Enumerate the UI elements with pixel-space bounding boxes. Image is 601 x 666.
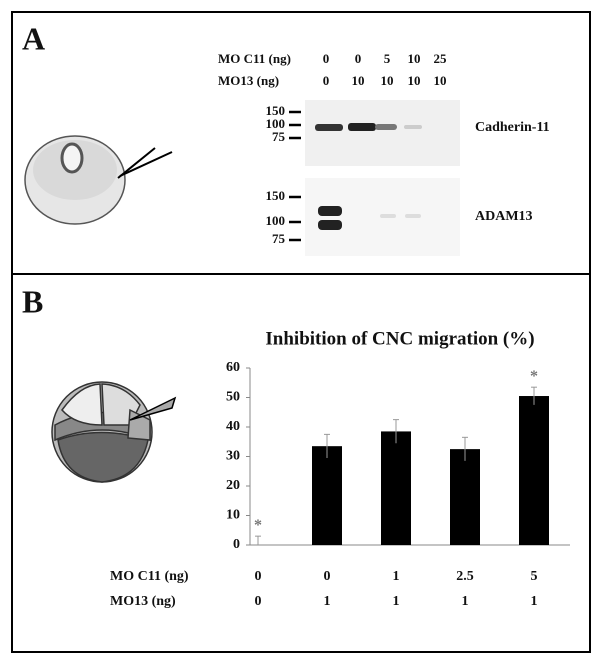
x-tick-label: 1 <box>462 594 469 609</box>
size-marker: 75 <box>272 231 286 246</box>
row-label: MO13 (ng) <box>110 594 176 609</box>
lane-value: 0 <box>355 51 362 66</box>
bar <box>312 446 342 545</box>
y-tick-label: 0 <box>233 537 240 552</box>
lane-value: 10 <box>381 73 394 88</box>
lane-value: 0 <box>323 73 330 88</box>
panel-label: A <box>22 20 45 56</box>
significance-marker: * <box>530 368 538 385</box>
lane-value: 25 <box>434 51 448 66</box>
bar <box>519 396 549 545</box>
bar <box>381 431 411 545</box>
condition-label: MO13 (ng) <box>218 73 279 88</box>
significance-marker: * <box>254 517 262 534</box>
lane-value: 10 <box>434 73 447 88</box>
figure-border <box>11 11 591 653</box>
y-tick-label: 50 <box>226 390 240 405</box>
lane-value: 10 <box>408 73 421 88</box>
lane-value: 0 <box>323 51 330 66</box>
x-tick-label: 0 <box>255 594 262 609</box>
bar <box>450 449 480 545</box>
x-tick-label: 2.5 <box>456 569 474 584</box>
condition-label: MO C11 (ng) <box>218 51 291 66</box>
panel-label: B <box>22 283 43 319</box>
lane-value: 10 <box>408 51 421 66</box>
embryo-drawing <box>51 381 177 483</box>
size-marker: 100 <box>266 213 286 228</box>
size-marker: 100 <box>266 116 286 131</box>
x-tick-label: 1 <box>393 594 400 609</box>
lane-value: 10 <box>352 73 365 88</box>
x-tick-label: 1 <box>531 594 538 609</box>
x-tick-label: 0 <box>255 569 262 584</box>
embryo-drawing <box>24 135 173 225</box>
x-tick-label: 0 <box>324 569 331 584</box>
chart-title: Inhibition of CNC migration (%) <box>265 328 534 349</box>
y-tick-label: 60 <box>226 360 240 375</box>
size-marker: 150 <box>266 188 286 203</box>
y-tick-label: 40 <box>226 419 240 434</box>
blot-label: Cadherin-11 <box>475 120 550 135</box>
blot-label: ADAM13 <box>475 209 533 224</box>
blot <box>305 100 460 256</box>
lane-value: 5 <box>384 51 391 66</box>
y-tick-label: 20 <box>226 478 240 493</box>
y-tick-label: 30 <box>226 449 240 464</box>
x-tick-label: 1 <box>393 569 400 584</box>
x-tick-label: 1 <box>324 594 331 609</box>
y-tick-label: 10 <box>226 508 240 523</box>
x-tick-label: 5 <box>531 569 538 584</box>
size-marker: 150 <box>266 103 286 118</box>
size-marker: 75 <box>272 129 286 144</box>
row-label: MO C11 (ng) <box>110 569 189 584</box>
